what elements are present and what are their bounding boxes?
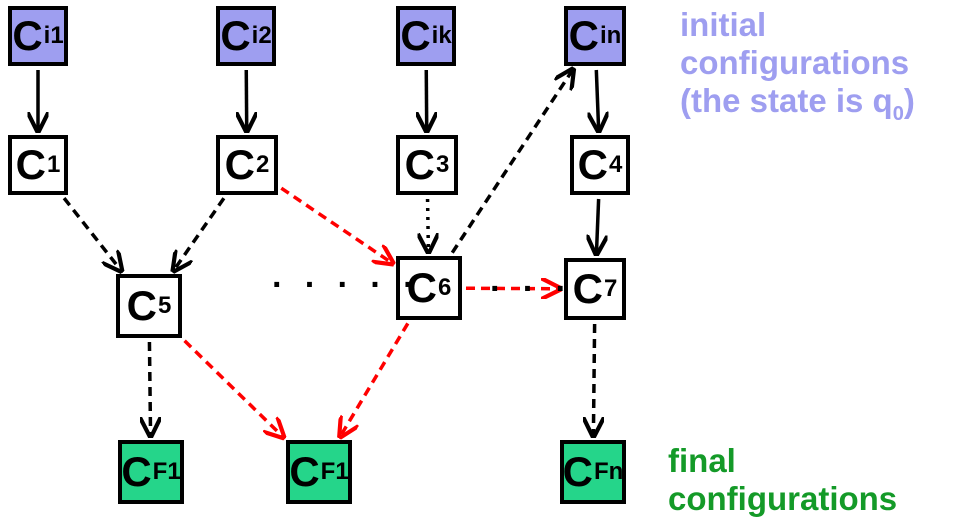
final-configurations-note: final configurations [668,442,897,518]
initial-configurations-note: initial configurations (the state is q0) [680,6,915,133]
edge-c6-to-cf1b [340,322,410,436]
node-c-fn: C Fn [560,440,626,504]
ellipsis-c6-c7: · · · [490,270,573,308]
edge-c2-to-c6 [280,186,392,263]
edge-c3-to-c6 [428,198,429,252]
edge-c6-to-cin [450,69,573,254]
ellipsis-c5-c6: · · · · · [272,266,421,304]
edge-c7-to-cfn [593,323,594,436]
initial-note-line3: (the state is q0) [680,82,915,125]
node-c-f1-left: C F1 [118,440,184,504]
final-note-line2: configurations [668,480,898,517]
edge-c4-to-c7 [596,198,598,254]
edge-cin-to-c4 [596,69,598,131]
edge-c5-to-cf1b [183,339,284,437]
edge-c2-to-c5 [174,197,226,270]
final-note-line1: final [668,442,736,479]
edge-c5-to-cf1a [149,341,150,436]
edge-c1-to-c5 [62,197,121,271]
initial-note-line2: configurations [680,44,910,81]
edge-c6-to-c7 [465,288,560,289]
initial-note-line1: initial [680,6,767,43]
node-c-f1-middle: C F1 [286,440,352,504]
